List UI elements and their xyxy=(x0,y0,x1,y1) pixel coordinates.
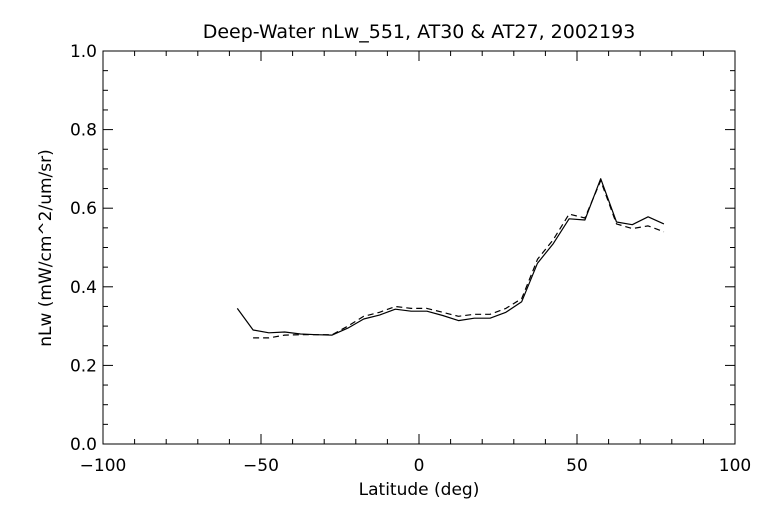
series-group xyxy=(236,178,665,339)
y-tick-label: 0.6 xyxy=(70,199,97,219)
series-line-dashed xyxy=(253,180,665,339)
x-tick-label: −100 xyxy=(80,456,127,476)
plot-frame xyxy=(102,50,736,445)
y-tick-label: 0.4 xyxy=(70,278,97,298)
x-tick-label: 0 xyxy=(414,456,425,476)
y-tick-label: 0.2 xyxy=(70,356,97,376)
chart-title: Deep-Water nLw_551, AT30 & AT27, 2002193 xyxy=(203,21,636,43)
x-axis-label: Latitude (deg) xyxy=(359,480,480,500)
y-tick-label: 0.8 xyxy=(70,121,97,141)
y-axis-label: nLw (mW/cm^2/um/sr) xyxy=(36,149,56,347)
x-tick-label: 100 xyxy=(719,456,751,476)
series-line-solid xyxy=(236,178,665,336)
x-tick-label: −50 xyxy=(243,456,279,476)
axes: −100 −50 0 50 100 0.0 0.2 0.4 0.6 0.8 1.0 xyxy=(70,42,751,476)
x-tick-label: 50 xyxy=(566,456,588,476)
y-tick-label: 1.0 xyxy=(70,42,97,62)
y-tick-label: 0.0 xyxy=(70,435,97,455)
